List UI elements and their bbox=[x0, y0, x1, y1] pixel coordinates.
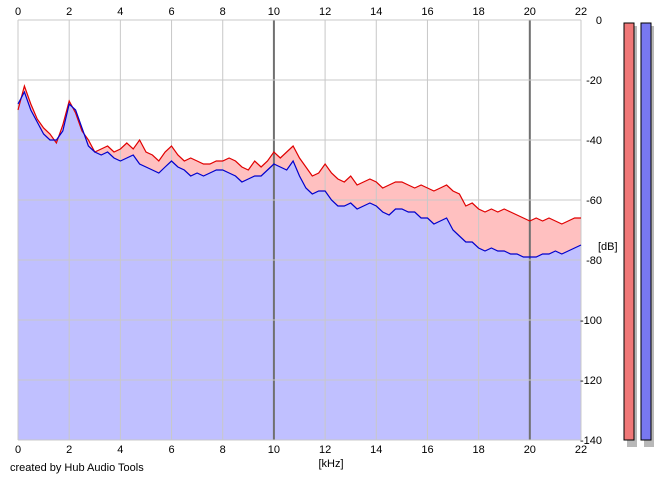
credit-text: created by Hub Audio Tools bbox=[10, 462, 144, 474]
x-tick-label-top: 14 bbox=[370, 6, 382, 18]
x-tick-label-bottom: 4 bbox=[117, 444, 123, 456]
chart-grid bbox=[17, 19, 582, 441]
spectrum-lines bbox=[17, 83, 582, 258]
x-tick-label-top: 12 bbox=[319, 6, 331, 18]
y-tick-label: -100 bbox=[580, 315, 602, 327]
x-tick-label-bottom: 22 bbox=[575, 444, 587, 456]
x-tick-label-bottom: 8 bbox=[220, 444, 226, 456]
x-tick-label-top: 18 bbox=[473, 6, 485, 18]
y-tick-label: -120 bbox=[580, 375, 602, 387]
x-tick-label-bottom: 10 bbox=[268, 444, 280, 456]
x-tick-label-top: 16 bbox=[421, 6, 433, 18]
y-tick-label: -60 bbox=[586, 195, 602, 207]
x-tick-label-top: 8 bbox=[220, 6, 226, 18]
y-tick-label: -140 bbox=[580, 435, 602, 447]
x-tick-label-bottom: 16 bbox=[421, 444, 433, 456]
series-2-area bbox=[18, 92, 581, 440]
x-tick-label-top: 10 bbox=[268, 6, 280, 18]
x-tick-label-bottom: 2 bbox=[66, 444, 72, 456]
y-tick-label: -40 bbox=[586, 135, 602, 147]
x-tick-label-bottom: 20 bbox=[524, 444, 536, 456]
level-meters bbox=[623, 22, 654, 447]
y-tick-label: 0 bbox=[596, 15, 602, 27]
y-tick-labels: 0 -20 -40 -60 -80 -100 -120 -140 bbox=[580, 15, 602, 447]
x-tick-label-bottom: 0 bbox=[15, 444, 21, 456]
y-tick-label: -20 bbox=[586, 75, 602, 87]
x-tick-label-top: 0 bbox=[15, 6, 21, 18]
x-tick-label-bottom: 12 bbox=[319, 444, 331, 456]
x-tick-label-top: 20 bbox=[524, 6, 536, 18]
x-tick-labels-bottom: 0 2 4 6 8 10 12 14 16 18 20 22 bbox=[15, 444, 587, 456]
y-tick-label: -80 bbox=[586, 255, 602, 267]
spectrum-fills bbox=[18, 86, 581, 440]
series-1-line bbox=[17, 83, 581, 225]
x-tick-label-top: 6 bbox=[168, 6, 174, 18]
x-tick-label-bottom: 18 bbox=[473, 444, 485, 456]
x-tick-labels-top: 0 2 4 6 8 10 12 14 16 18 20 22 bbox=[15, 6, 587, 18]
level-meter-right bbox=[640, 22, 652, 441]
x-tick-label-top: 22 bbox=[575, 6, 587, 18]
x-tick-label-top: 4 bbox=[117, 6, 123, 18]
x-tick-label-bottom: 6 bbox=[168, 444, 174, 456]
x-tick-label-bottom: 14 bbox=[370, 444, 382, 456]
level-meter-left bbox=[623, 22, 635, 441]
series-2-line bbox=[17, 90, 582, 258]
x-axis-label: [kHz] bbox=[318, 458, 343, 470]
y-axis-label: [dB] bbox=[598, 241, 618, 253]
x-tick-label-top: 2 bbox=[66, 6, 72, 18]
